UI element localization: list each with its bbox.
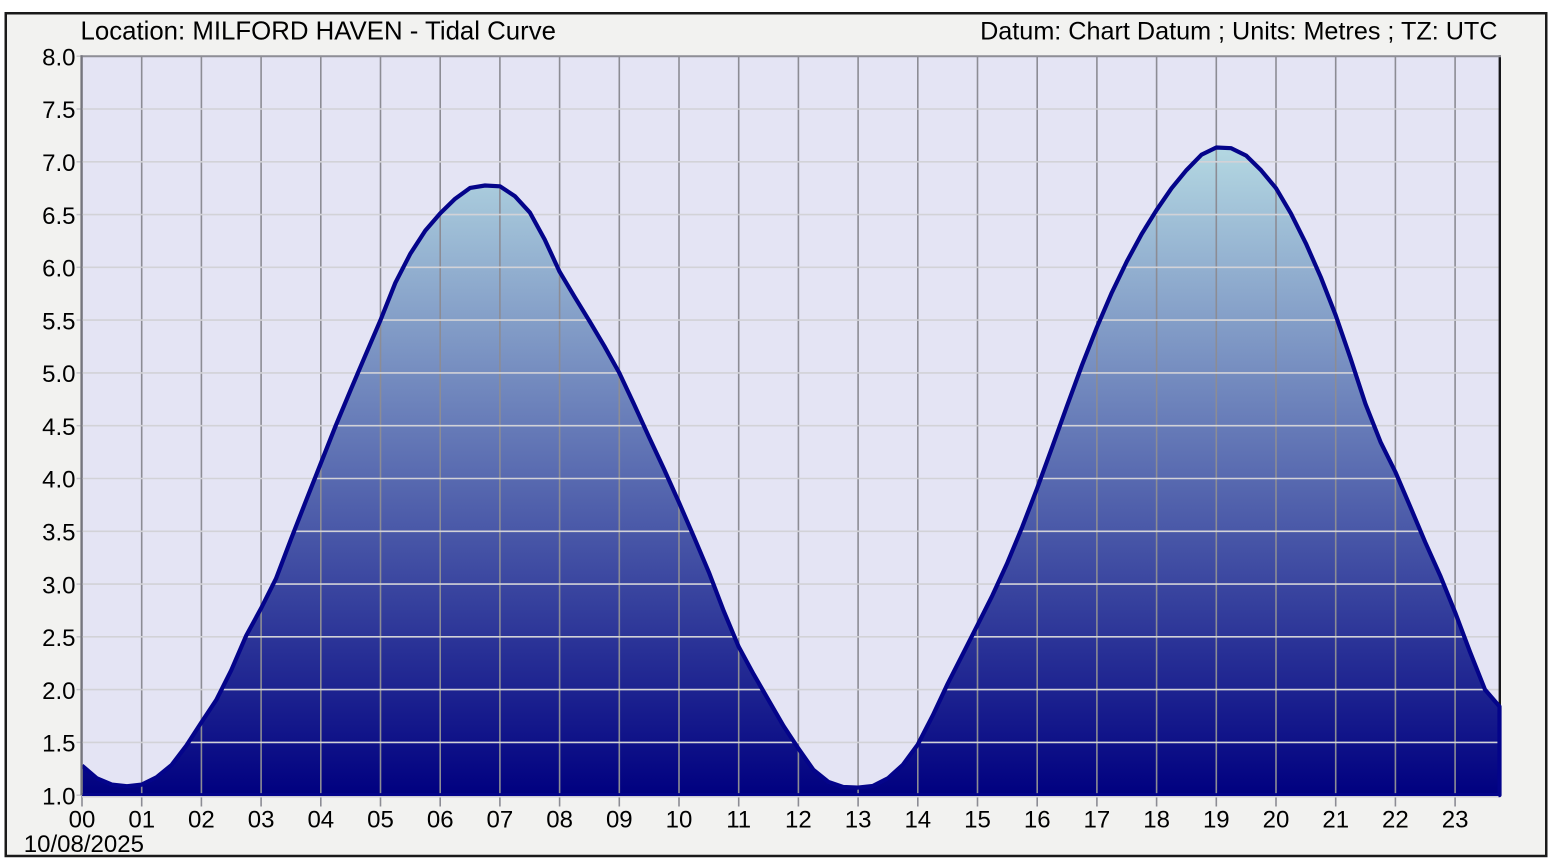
svg-text:03: 03 xyxy=(248,807,275,834)
svg-text:12: 12 xyxy=(785,807,812,834)
svg-text:19: 19 xyxy=(1203,807,1230,834)
svg-text:06: 06 xyxy=(427,807,454,834)
svg-text:1.5: 1.5 xyxy=(42,731,75,758)
svg-text:11: 11 xyxy=(726,807,751,834)
svg-text:01: 01 xyxy=(128,807,155,834)
svg-text:4.0: 4.0 xyxy=(42,467,75,494)
svg-text:1.0: 1.0 xyxy=(42,783,75,810)
svg-text:5.0: 5.0 xyxy=(42,361,75,388)
svg-text:21: 21 xyxy=(1322,807,1349,834)
svg-text:10/08/2025: 10/08/2025 xyxy=(24,831,144,858)
svg-text:02: 02 xyxy=(188,807,215,834)
svg-text:7.5: 7.5 xyxy=(42,97,75,124)
svg-text:20: 20 xyxy=(1263,807,1290,834)
svg-text:7.0: 7.0 xyxy=(42,150,75,177)
svg-text:3.5: 3.5 xyxy=(42,520,75,547)
svg-text:08: 08 xyxy=(546,807,573,834)
svg-text:17: 17 xyxy=(1084,807,1111,834)
svg-text:4.5: 4.5 xyxy=(42,414,75,441)
svg-text:6.0: 6.0 xyxy=(42,256,75,283)
svg-text:5.5: 5.5 xyxy=(42,308,75,335)
svg-text:8.0: 8.0 xyxy=(42,44,75,71)
svg-text:2.5: 2.5 xyxy=(42,625,75,652)
svg-text:14: 14 xyxy=(904,807,931,834)
svg-text:22: 22 xyxy=(1382,807,1409,834)
svg-text:15: 15 xyxy=(964,807,991,834)
svg-text:Datum: Chart Datum ; Units: Me: Datum: Chart Datum ; Units: Metres ; TZ:… xyxy=(980,18,1497,46)
svg-text:10: 10 xyxy=(666,807,693,834)
svg-text:07: 07 xyxy=(487,807,514,834)
svg-text:18: 18 xyxy=(1143,807,1170,834)
svg-text:6.5: 6.5 xyxy=(42,203,75,230)
svg-text:Location: MILFORD HAVEN - Tida: Location: MILFORD HAVEN - Tidal Curve xyxy=(81,18,556,46)
svg-text:09: 09 xyxy=(606,807,633,834)
svg-text:3.0: 3.0 xyxy=(42,572,75,599)
svg-text:13: 13 xyxy=(845,807,872,834)
svg-text:00: 00 xyxy=(69,807,96,834)
svg-text:2.0: 2.0 xyxy=(42,678,75,705)
svg-text:05: 05 xyxy=(367,807,394,834)
svg-text:23: 23 xyxy=(1442,807,1469,834)
svg-text:04: 04 xyxy=(307,807,334,834)
svg-text:16: 16 xyxy=(1024,807,1051,834)
